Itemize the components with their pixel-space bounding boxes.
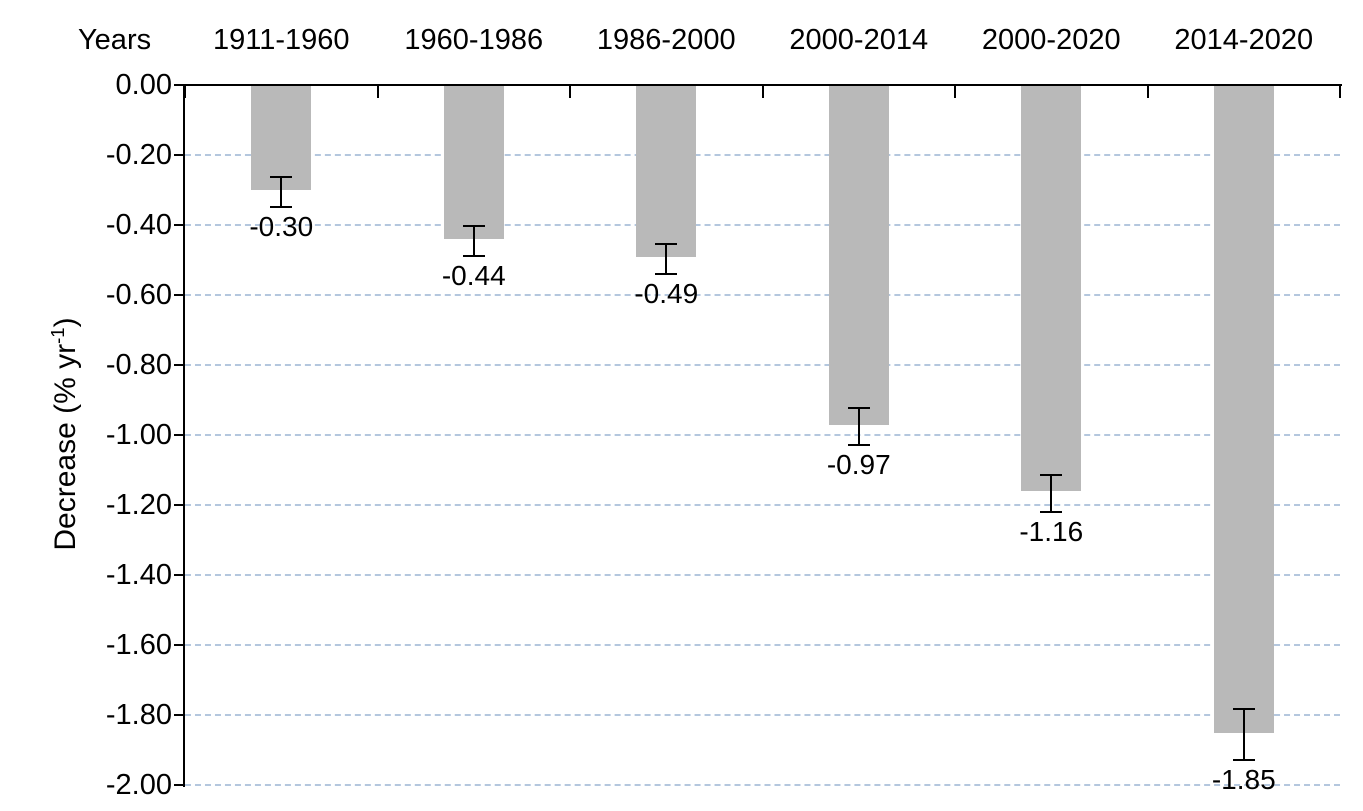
y-axis-tick-label: -1.60 [105,629,172,661]
gridline [185,154,1340,156]
bar-value-label: -0.97 [826,449,891,480]
y-axis-tick [174,224,185,226]
y-axis-tick-label: -0.80 [105,349,172,381]
gridline [185,434,1340,436]
y-axis-tick-label: 0.00 [115,69,172,101]
error-bar [655,242,678,275]
x-axis-category-label: 2000-2020 [981,24,1121,56]
x-axis-title: Years [78,24,152,56]
x-axis-tick [376,84,379,98]
bar-1986-2000 [636,86,697,257]
x-axis-category-label: 1986-2000 [596,24,736,56]
error-bar [1040,473,1063,513]
error-bar-stem [857,409,860,444]
gridline [185,644,1340,646]
gridline [185,574,1340,576]
y-axis-tick-label: -0.20 [105,139,172,171]
gridline [185,784,1340,786]
bar-2014-2020 [1213,86,1274,733]
y-axis-tick-label: -1.40 [105,559,172,591]
y-axis-tick [174,84,185,86]
y-axis-title-superscript: -1 [47,327,68,344]
y-axis-tick [174,644,185,646]
x-axis-tick [954,84,956,98]
error-bar-stem [1050,475,1053,511]
x-axis-tick [569,84,571,98]
x-axis-category-label: 2014-2020 [1174,24,1314,56]
y-axis-tick [174,154,185,156]
x-axis-category-label: 1960-1986 [404,24,544,56]
y-axis-tick-label: -2.00 [105,769,172,801]
error-bar-stem [665,244,668,273]
gridline [185,294,1340,296]
gridline [185,364,1340,366]
error-bar [462,225,485,257]
y-axis-tick [174,784,185,786]
bar-1911-1960 [251,86,312,190]
gridline [185,224,1340,226]
error-bar [1232,708,1255,761]
error-bar-stem [1242,710,1245,759]
x-axis-category-label: 1911-1960 [212,24,350,56]
error-bar-stem [280,178,283,206]
x-axis-tick [1339,84,1341,98]
y-axis-tick-label: -1.20 [105,489,172,521]
y-axis-tick [174,714,185,716]
y-axis-tick-label: -1.00 [105,419,172,451]
y-axis-tick [174,364,185,366]
y-axis-tick [174,294,185,296]
x-axis-category-label: 2000-2014 [789,24,929,56]
x-axis-tick [761,84,764,98]
bar-value-label: -0.44 [441,260,506,291]
y-axis-tick [174,434,185,436]
bar-2000-2014 [828,86,889,425]
x-axis-tick [1146,84,1149,98]
bar-value-label: -1.16 [1019,515,1084,547]
bar-value-label: -0.30 [249,211,314,242]
gridline [185,714,1340,716]
y-axis-tick-label: -0.60 [105,279,172,311]
y-axis-title-end: ) [49,317,82,328]
error-bar [847,407,870,446]
gridline [185,504,1340,506]
bar-2000-2020 [1021,86,1082,491]
y-axis-line [183,84,185,787]
error-bar-stem [472,227,475,255]
y-axis-tick [174,504,185,506]
bar-value-label: -0.49 [634,277,699,309]
error-bar [270,176,293,208]
y-axis-tick [174,574,185,576]
bar-value-label: -1.85 [1211,764,1276,795]
y-axis-tick-label: -0.40 [105,209,172,241]
y-axis-tick-label: -1.80 [105,699,172,731]
bar-1960-1986 [443,86,504,239]
x-axis-tick [184,84,186,98]
